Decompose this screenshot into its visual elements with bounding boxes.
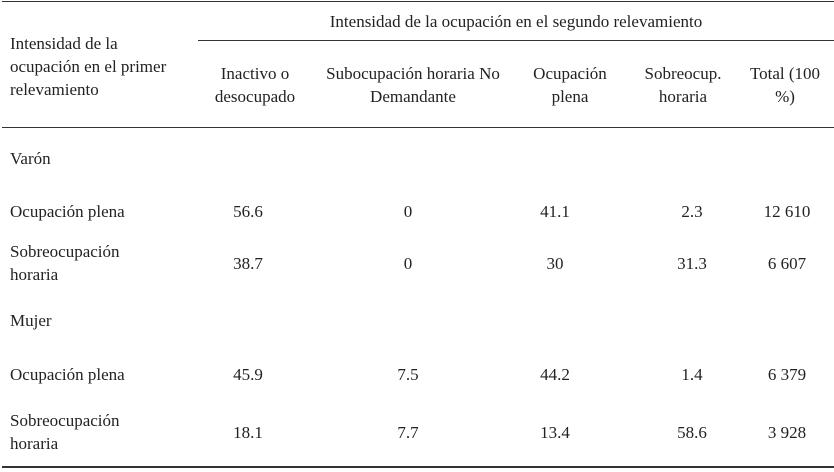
column-header: Inactivo o desocupado [214, 64, 296, 106]
cell-value: 6 379 [767, 365, 807, 384]
column-header: Total (100 %) [749, 64, 821, 106]
cell-value: 18.1 [233, 423, 263, 442]
row-label: Ocupación plena [10, 365, 125, 384]
group-label: Varón [10, 149, 51, 168]
column-group: Intensidad de la ocupación en el segundo… [329, 12, 703, 31]
column-header: Ocupación plena [533, 64, 607, 106]
cell-value: 45.9 [233, 365, 263, 384]
cell-value: 44.2 [540, 365, 570, 384]
cell-value: 58.6 [677, 423, 707, 442]
cell-value: 1.4 [681, 365, 703, 384]
cell-value: 38.7 [233, 254, 263, 273]
group-label: Mujer [10, 311, 52, 330]
cell-value: 3 928 [767, 423, 807, 442]
column-header: Sobreocup. horaria [644, 64, 722, 106]
row-label: Ocupación plena [10, 202, 125, 221]
row-label: Sobreocupación horaria [10, 242, 120, 284]
group-rule [198, 40, 834, 41]
cell-value: 7.5 [397, 365, 419, 384]
column-header: Subocupación horaria No Demandante [326, 64, 500, 106]
cell-value: 41.1 [540, 202, 570, 221]
top-rule [2, 1, 834, 2]
cell-value: 31.3 [677, 254, 707, 273]
cell-value: 2.3 [681, 202, 703, 221]
cell-value: 0 [403, 254, 413, 273]
cell-value: 12 610 [763, 202, 811, 221]
cell-value: 0 [403, 202, 413, 221]
cell-value: 13.4 [540, 423, 570, 442]
row-header: Intensidad de la ocupación en el primer … [10, 34, 167, 99]
row-label: Sobreocupación horaria [10, 411, 120, 453]
header-rule [2, 127, 834, 128]
cell-value: 7.7 [397, 423, 419, 442]
cell-value: 30 [546, 254, 564, 273]
bottom-rule [2, 466, 834, 468]
cell-value: 6 607 [767, 254, 807, 273]
cell-value: 56.6 [233, 202, 263, 221]
